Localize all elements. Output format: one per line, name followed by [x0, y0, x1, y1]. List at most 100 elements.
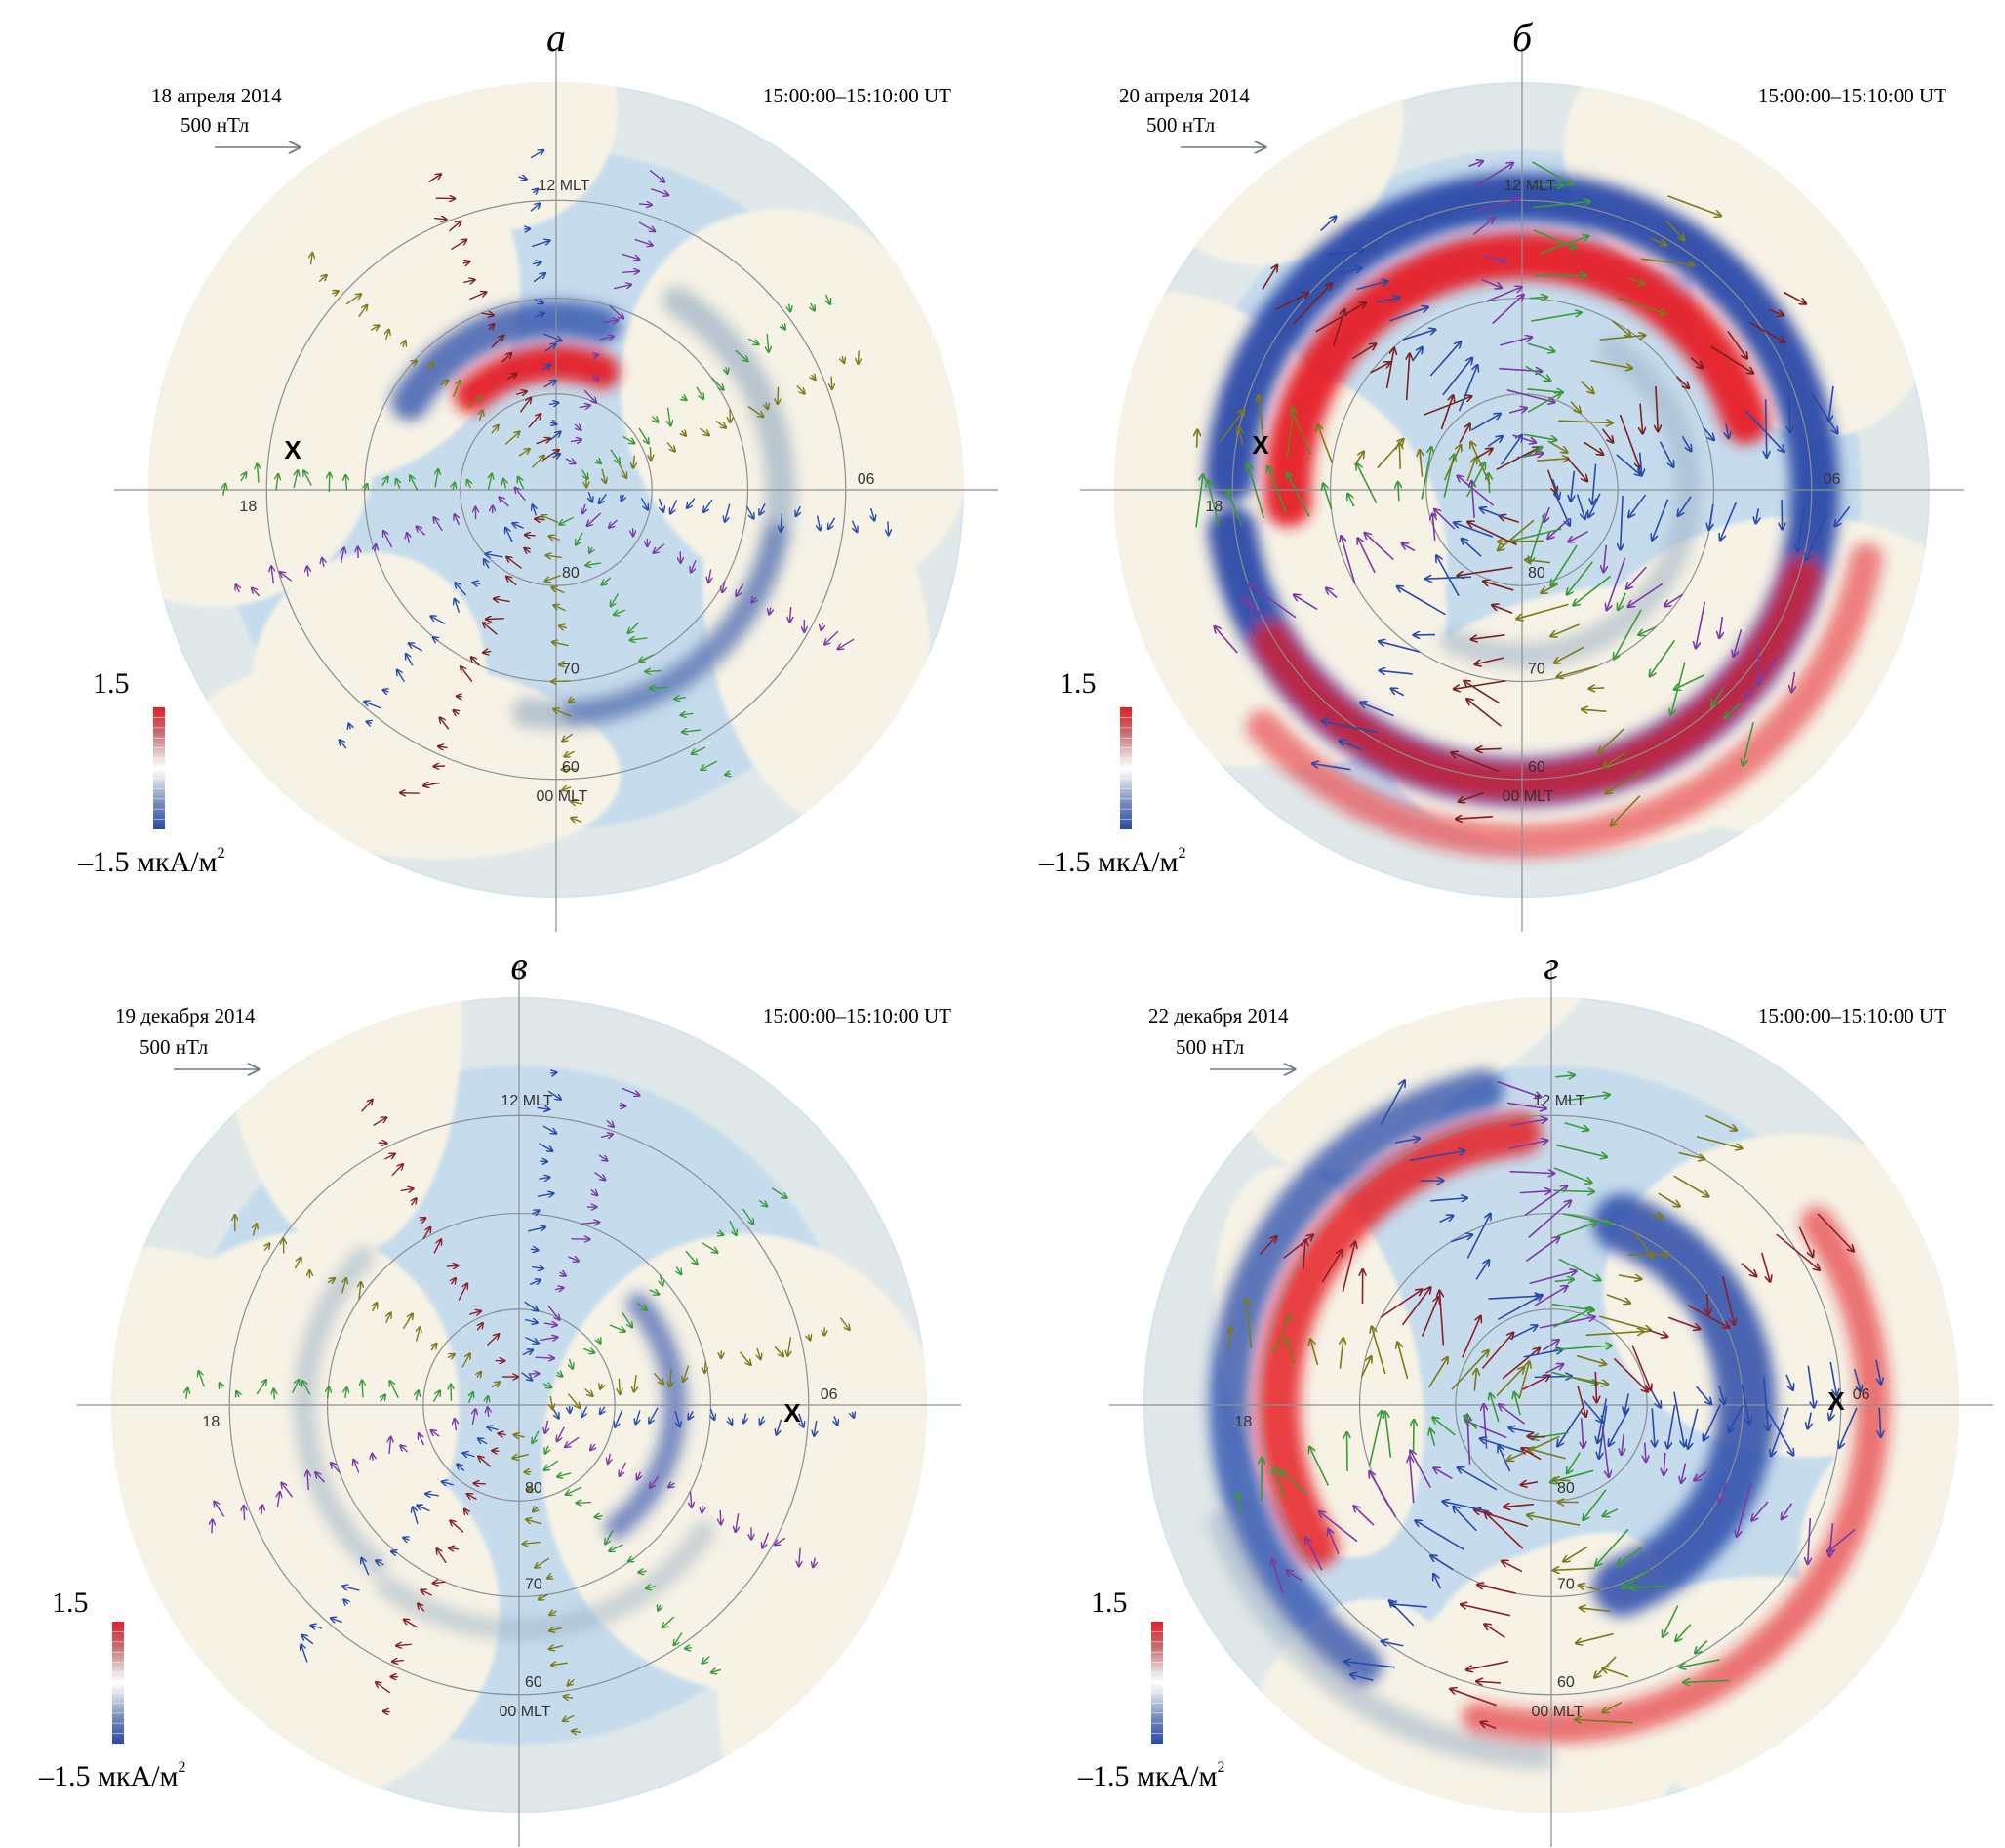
vector-field [223, 150, 889, 823]
vector-arrow [1663, 1605, 1679, 1637]
vector-arrow [1580, 381, 1594, 394]
vector-arrow [458, 1283, 467, 1301]
vector-arrow [581, 1222, 600, 1224]
vector-arrow [603, 320, 619, 322]
vector-arrow [1541, 583, 1558, 593]
vector-arrow [638, 427, 649, 444]
vector-arrow [1652, 1408, 1655, 1446]
vector-arrow [1320, 216, 1337, 232]
station-marker: X [1252, 430, 1269, 460]
vector-arrow [1434, 509, 1456, 530]
vector-arrow [1457, 475, 1495, 506]
vector-arrow [525, 535, 536, 536]
vector-arrow [742, 1208, 754, 1225]
vector-arrow [431, 1344, 437, 1351]
vector-arrow [1486, 287, 1522, 302]
vector-arrow [1782, 1503, 1793, 1520]
vector-arrow [649, 1407, 659, 1424]
vector-arrow [1500, 337, 1532, 346]
vector-arrow [1342, 1241, 1355, 1293]
vector-arrow [1544, 1364, 1563, 1374]
vector-arrow [499, 497, 509, 507]
vector-arrow [1286, 1337, 1296, 1365]
vector-arrow [451, 239, 466, 251]
vector-arrow [1667, 195, 1722, 216]
vector-arrow [412, 1198, 417, 1206]
vector-arrow [1420, 450, 1423, 477]
vector-arrow [725, 503, 731, 523]
vector-arrow [1496, 1367, 1524, 1397]
vector-arrow [1705, 1114, 1737, 1130]
vector-arrow [1590, 359, 1632, 369]
vector-arrow [547, 1090, 561, 1100]
vector-arrow [506, 576, 517, 586]
vector-arrow [1719, 616, 1722, 638]
vector-arrow [1484, 1404, 1487, 1449]
vector-arrow [1429, 341, 1461, 377]
vector-arrow [599, 494, 607, 503]
vector-arrow [451, 1278, 456, 1284]
vector-arrow [634, 1374, 636, 1392]
vector-arrow [328, 1386, 329, 1399]
vector-arrow [1457, 566, 1513, 576]
vector-arrow [438, 746, 448, 748]
vector-arrow [1484, 255, 1505, 261]
vector-arrow [478, 1438, 488, 1443]
scale-label: 500 нТл [180, 113, 249, 137]
vector-arrow [1553, 1480, 1571, 1481]
vector-arrow [1618, 592, 1626, 611]
vector-arrow [1461, 539, 1482, 557]
vector-arrow [1398, 482, 1399, 502]
vector-arrow [1690, 357, 1703, 369]
vector-arrow [540, 1337, 558, 1340]
vector-arrow [562, 733, 574, 742]
vector-arrow [1678, 1151, 1705, 1159]
vector-arrow [1272, 1315, 1290, 1355]
vector-arrow [386, 1312, 391, 1323]
vector-arrow [396, 478, 400, 490]
vector-arrow [469, 292, 486, 301]
vector-arrow [579, 405, 590, 407]
current-band [1440, 337, 1701, 668]
colorbar: 1.5 –1.5 мкА/м2 [1038, 667, 1186, 878]
vector-arrow [505, 528, 513, 542]
vector-arrow [373, 1303, 378, 1312]
vector-arrow [1509, 1325, 1538, 1340]
vector-arrow [533, 1507, 539, 1512]
vector-arrow [824, 630, 839, 645]
vector-arrow [1729, 1404, 1744, 1432]
grid [77, 963, 961, 1847]
vector-arrow [1353, 1506, 1375, 1526]
vector-arrow [762, 1532, 770, 1548]
vector-arrow [1551, 1303, 1594, 1310]
vector-arrow [674, 1410, 680, 1427]
vector-arrow [696, 386, 703, 399]
vector-arrow [548, 403, 559, 405]
vector-arrow [1356, 281, 1388, 291]
vector-arrow [1743, 722, 1754, 766]
vector-arrow [1695, 1640, 1708, 1654]
vector-arrow [366, 721, 372, 723]
vector-arrow [292, 1380, 300, 1393]
vector-arrow [376, 1560, 384, 1564]
vector-arrow [1652, 499, 1669, 541]
vector-arrow [382, 1711, 390, 1712]
vector-arrow [1563, 1546, 1588, 1561]
mlt-label-18: 18 [239, 499, 257, 515]
lat-label: 60 [525, 1674, 542, 1691]
vector-arrow [498, 1433, 506, 1434]
colorbar-min-label: –1.5 мкА/м2 [1038, 845, 1186, 878]
vector-arrow [586, 476, 587, 488]
vector-arrow [432, 1582, 446, 1583]
vector-arrow [1380, 1289, 1422, 1318]
vector-arrow [818, 515, 821, 531]
vector-arrow [668, 1483, 675, 1487]
vector-arrow [1766, 399, 1767, 458]
current-band [454, 345, 621, 414]
vector-arrow [488, 473, 492, 491]
vector-arrow [649, 169, 664, 181]
vector-arrow [552, 454, 560, 458]
vector-arrow [799, 1547, 800, 1567]
vector-arrow [1358, 538, 1376, 574]
current-band [1209, 1069, 1504, 1686]
